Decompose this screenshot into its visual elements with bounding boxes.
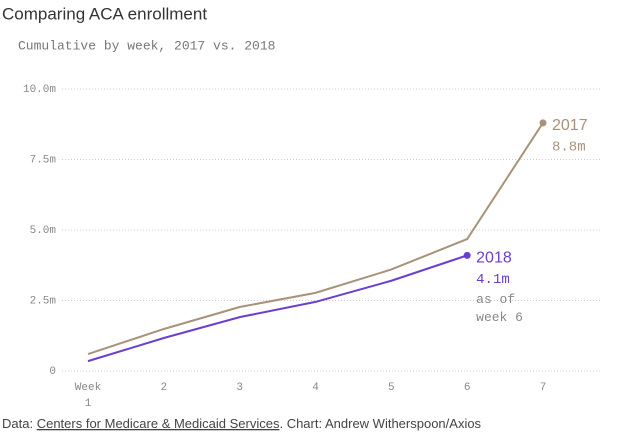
x-tick-label: 7 [540,382,547,394]
series-label: 2017 [552,117,588,134]
source-label: Data: [2,416,33,431]
end-dot [539,119,547,127]
x-tick-label-line: 1 [85,398,92,410]
y-tick-label: 5.0m [30,225,57,237]
series-line [87,122,544,356]
x-tick-label: 2 [161,382,168,394]
x-tick-label: 6 [464,382,471,394]
x-tick-label: 3 [236,382,243,394]
chart-subtitle: Cumulative by week, 2017 vs. 2018 [18,38,275,53]
source: Data: Centers for Medicare & Medicaid Se… [2,416,482,431]
y-tick-label: 0 [49,366,56,378]
value-label: 8.8m [552,140,586,156]
y-tick-label: 2.5m [30,295,57,307]
x-tick-label: Week 1 [75,382,102,410]
x-tick-label-line: Week [75,382,102,394]
x-tick-label: 5 [388,382,395,394]
annotation: week 6 [476,310,523,325]
source-credit: . Chart: Andrew Witherspoon/Axios [279,416,481,431]
end-dot [463,251,471,259]
series-line [87,254,468,363]
chart-title: Comparing ACA enrollment [2,4,207,23]
y-tick-label: 7.5m [30,154,57,166]
value-label: 4.1m [476,272,510,288]
annotation: as of [476,292,515,307]
series-label: 2018 [476,250,512,267]
source-link[interactable]: Centers for Medicare & Medicaid Services [37,416,280,431]
x-tick-label: 4 [312,382,319,394]
y-tick-label: 10.0m [23,84,56,96]
